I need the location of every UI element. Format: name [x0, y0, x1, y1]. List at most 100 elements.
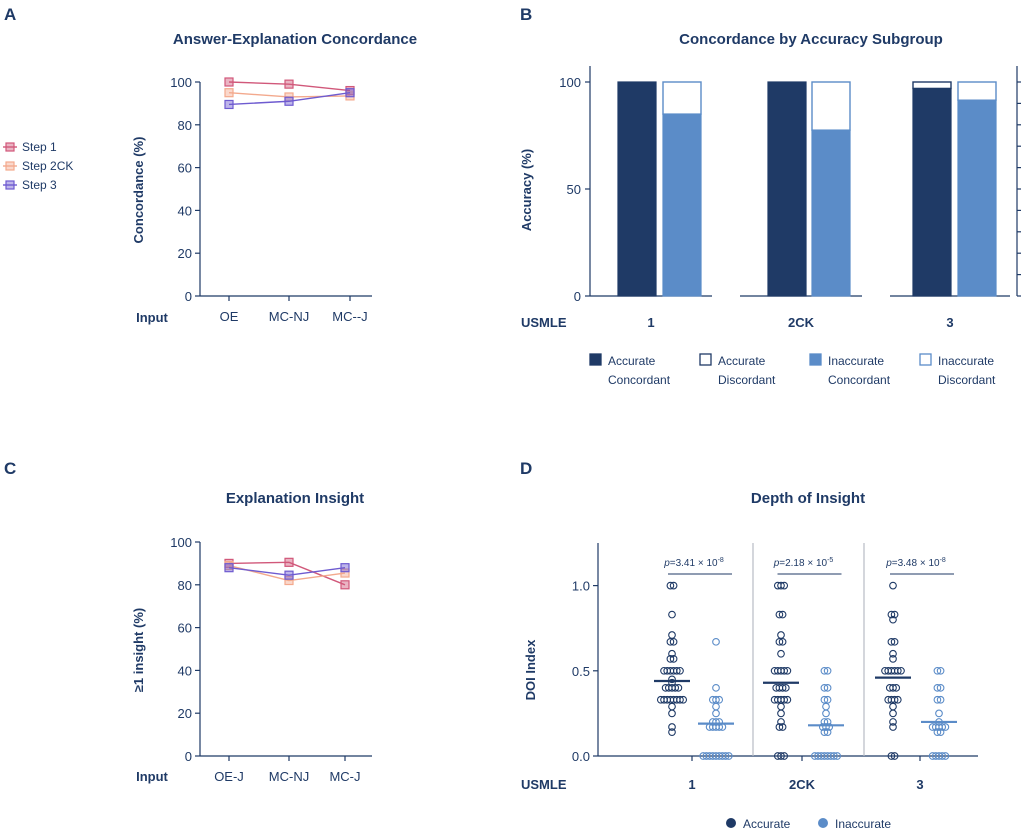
legend-swatch	[589, 353, 602, 366]
dot-accurate	[893, 695, 902, 704]
dot-accurate	[889, 718, 897, 726]
dot-accurate	[887, 752, 896, 760]
dot-accurate	[887, 637, 896, 646]
panel-a-legend: Step 1 Step 2CK Step 3	[3, 140, 73, 192]
dot-accurate	[889, 615, 897, 624]
dot-accurate	[780, 695, 789, 704]
y-tick-label: 0	[574, 289, 581, 304]
y-tick-label: 80	[178, 578, 192, 593]
dot-accurate	[669, 581, 678, 590]
panel-d-legend: Accurate Inaccurate	[726, 817, 891, 831]
bar-concordant	[767, 81, 807, 297]
y-tick-label: 40	[178, 203, 192, 218]
dot-inaccurate	[941, 723, 950, 731]
panel-label-c: C	[4, 459, 16, 478]
dot-accurate	[777, 702, 785, 711]
data-point	[340, 580, 350, 590]
panel-c-axes: 0 20 40 60 80 100 OE-J MC-NJ MC-J	[170, 535, 372, 784]
p-value-label: p=3.48 × 10-8	[885, 557, 946, 569]
panel-c-ylabel: ≥1 insight (%)	[131, 608, 146, 692]
dot-inaccurate	[935, 709, 943, 718]
y-tick-label: 50	[567, 182, 581, 197]
y-tick-label: 40	[178, 663, 192, 678]
panel-b-xlabel: USMLE	[521, 315, 567, 330]
legend-dot	[726, 818, 736, 828]
y-tick-label: 60	[178, 161, 192, 176]
dot-accurate	[666, 581, 675, 590]
y-tick-label: 100	[559, 75, 581, 90]
legend-marker	[5, 161, 15, 171]
panel-d-plot: p=3.41 × 10-8 p=2.18 × 10-5 p=3.48 × 10-8	[654, 557, 957, 760]
dot-inaccurate	[936, 728, 945, 736]
x-tick-label: MC-J	[329, 769, 360, 784]
dot-accurate	[777, 752, 785, 760]
panel-d-title: Depth of Insight	[751, 490, 865, 507]
dot-accurate	[778, 683, 787, 692]
y-tick-label: 0	[185, 749, 192, 764]
dot-accurate	[669, 655, 678, 663]
p-value-label: p=2.18 × 10-5	[773, 557, 834, 569]
dot-accurate	[775, 723, 784, 731]
panel-a-axes: 0 20 40 60 80 100 OE MC-NJ MC--J	[170, 75, 372, 324]
dot-accurate	[783, 695, 792, 704]
data-point	[284, 96, 294, 106]
bar-discordant	[957, 81, 997, 101]
bar-concordant	[617, 81, 657, 297]
data-point	[284, 557, 294, 567]
dot-inaccurate	[724, 752, 733, 760]
legend-marker	[5, 142, 15, 152]
dot-accurate	[890, 610, 899, 619]
legend-marker	[5, 180, 15, 190]
dot-inaccurate	[825, 723, 834, 731]
dot-inaccurate	[823, 666, 832, 675]
data-point	[224, 563, 234, 573]
dot-inaccurate	[712, 683, 720, 692]
panel-a-plot	[224, 77, 355, 110]
data-point	[224, 99, 234, 110]
x-tick-label: 2CK	[788, 315, 815, 330]
panel-a-title: Answer-Explanation Concordance	[173, 31, 417, 48]
dot-inaccurate	[933, 728, 942, 736]
dot-inaccurate	[938, 752, 947, 760]
panel-a-ylabel: Concordance (%)	[131, 137, 146, 244]
dot-inaccurate	[938, 723, 947, 731]
panel-label-b: B	[520, 5, 532, 24]
x-tick-label: 1	[688, 777, 695, 792]
dot-inaccurate	[712, 709, 720, 718]
dot-accurate	[897, 666, 905, 675]
dot-accurate	[777, 631, 785, 639]
dot-accurate	[668, 649, 676, 658]
dot-accurate	[668, 631, 676, 639]
y-tick-label: 80	[178, 118, 192, 133]
panel-b-title: Concordance by Accuracy Subgroup	[679, 31, 943, 48]
dot-accurate	[668, 610, 676, 619]
dot-inaccurate	[715, 695, 724, 704]
dot-accurate	[777, 581, 785, 590]
panel-label-a: A	[4, 5, 16, 24]
series-line	[228, 92, 351, 106]
dot-inaccurate	[936, 695, 945, 704]
bar-concordant	[957, 99, 997, 297]
dot-accurate	[889, 702, 897, 711]
dot-accurate	[679, 695, 688, 704]
panel-b: B Concordance by Accuracy Subgroup Accur…	[519, 5, 1021, 387]
panel-label-d: D	[520, 459, 532, 478]
dot-inaccurate	[823, 728, 832, 736]
data-point	[340, 563, 350, 573]
dot-inaccurate	[833, 752, 842, 760]
dot-inaccurate	[830, 752, 838, 760]
y-tick-label: 20	[178, 706, 192, 721]
bar-concordant	[811, 129, 851, 297]
dot-accurate	[780, 581, 789, 590]
x-tick-label: MC-NJ	[269, 769, 309, 784]
x-tick-label: 3	[916, 777, 923, 792]
dot-accurate	[781, 683, 790, 692]
panel-c-plot	[224, 557, 350, 590]
dot-accurate	[676, 695, 684, 704]
legend-swatch	[809, 353, 822, 366]
dot-inaccurate	[820, 728, 829, 736]
panel-c: C Explanation Insight ≥1 insight (%) Inp…	[4, 459, 372, 784]
data-point	[284, 79, 294, 89]
panel-d-ylabel: DOI Index	[523, 639, 538, 700]
